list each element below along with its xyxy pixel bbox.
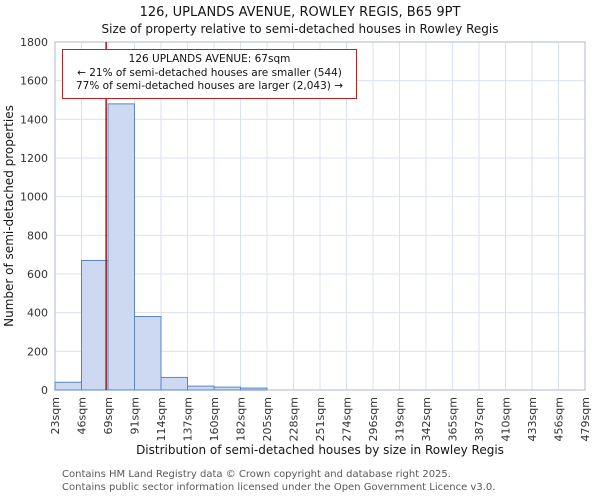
y-axis-title: Number of semi-detached properties: [2, 105, 16, 327]
x-tick-label: 91sqm: [129, 397, 142, 434]
chart-subtitle: Size of property relative to semi-detach…: [101, 22, 499, 36]
histogram-bar: [54, 381, 82, 391]
x-tick-label: 205sqm: [261, 397, 274, 441]
y-tick-label: 1000: [20, 191, 48, 204]
x-tick-label: 365sqm: [447, 397, 460, 441]
y-tick-label: 1600: [20, 75, 48, 88]
histogram-bar: [134, 316, 162, 391]
x-tick-label: 160sqm: [208, 397, 221, 441]
histogram-bar: [187, 385, 215, 391]
x-axis-title: Distribution of semi-detached houses by …: [136, 443, 504, 457]
x-tick-label: 479sqm: [579, 397, 592, 441]
x-tick-label: 46sqm: [76, 397, 89, 434]
histogram-bar: [160, 376, 188, 391]
y-tick-label: 1400: [20, 113, 48, 126]
chart-title: 126, UPLANDS AVENUE, ROWLEY REGIS, B65 9…: [139, 5, 461, 20]
y-tick-label: 1800: [20, 36, 48, 49]
x-tick-label: 23sqm: [49, 397, 62, 434]
y-tick-label: 400: [27, 307, 48, 320]
x-tick-label: 433sqm: [526, 397, 539, 441]
x-tick-label: 182sqm: [235, 397, 248, 441]
annotation-smaller-line: ← 21% of semi-detached houses are smalle…: [77, 66, 342, 79]
y-tick-label: 0: [41, 384, 48, 397]
x-tick-label: 456sqm: [553, 397, 566, 441]
x-tick-label: 251sqm: [314, 397, 327, 441]
x-tick-label: 274sqm: [341, 397, 354, 441]
attribution-footer: Contains HM Land Registry data © Crown c…: [62, 469, 495, 494]
y-tick-label: 200: [27, 345, 48, 358]
x-tick-label: 410sqm: [500, 397, 513, 441]
x-tick-label: 69sqm: [102, 397, 115, 434]
annotation-larger-line: 77% of semi-detached houses are larger (…: [75, 80, 343, 93]
x-tick-label: 387sqm: [473, 397, 486, 441]
histogram-bar: [240, 387, 268, 391]
x-tick-label: 114sqm: [155, 397, 168, 441]
x-tick-label: 296sqm: [367, 397, 380, 441]
footer-line-1: Contains HM Land Registry data © Crown c…: [62, 469, 451, 480]
histogram-bar: [213, 386, 241, 391]
histogram-plot: 0 200 400 600 800 1000 1200 1400 1600 1800 23sqm 46…: [2, 36, 592, 457]
footer-line-2: Contains public sector information licen…: [62, 481, 496, 493]
y-tick-label: 800: [27, 229, 48, 242]
y-tick-label: 1200: [20, 152, 48, 165]
histogram-bar: [107, 103, 135, 391]
annotation-property-line: 126 UPLANDS AVENUE: 67sqm: [128, 53, 291, 65]
x-tick-label: 137sqm: [182, 397, 195, 441]
x-tick-label: 228sqm: [288, 397, 301, 441]
y-tick-label: 600: [27, 268, 48, 281]
histogram-bar: [81, 259, 109, 391]
marker-annotation-box: 126 UPLANDS AVENUE: 67sqm ← 21% of semi-…: [62, 49, 357, 99]
plot-border: [54, 41, 586, 391]
x-tick-label: 319sqm: [394, 397, 407, 441]
x-tick-label: 342sqm: [420, 397, 433, 441]
